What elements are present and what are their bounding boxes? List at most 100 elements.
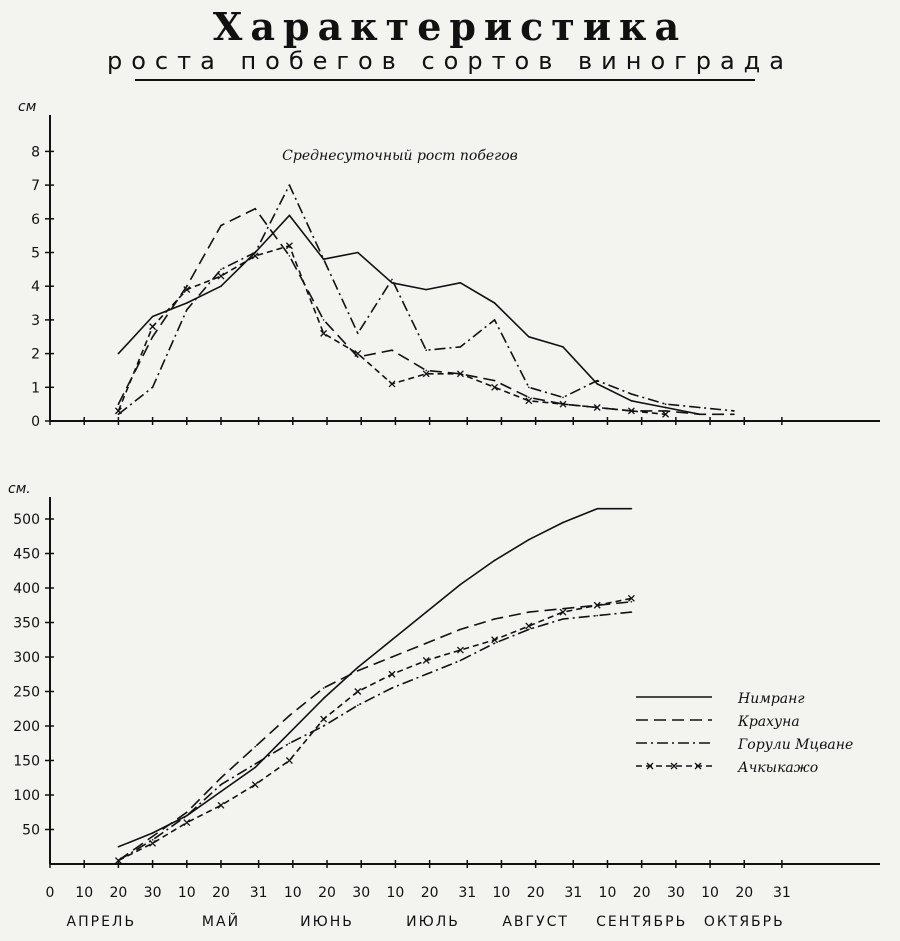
x-tick-label: 10	[599, 885, 617, 901]
legend-marker	[694, 762, 702, 770]
data-point	[254, 763, 256, 765]
y-axis-label: см	[18, 99, 37, 115]
y-tick-label: 1	[31, 380, 40, 396]
data-point	[562, 346, 564, 348]
data-point	[288, 255, 291, 257]
y-tick-label: 50	[22, 823, 40, 839]
data-point	[596, 507, 598, 510]
data-point	[322, 319, 325, 321]
series-line-4	[118, 597, 632, 862]
x-tick-label: 30	[667, 885, 685, 901]
y-axis-label: см.	[8, 481, 31, 497]
y-tick-label: 400	[13, 581, 40, 597]
chart-title: Среднесуточный рост побегов	[282, 148, 518, 164]
x-tick-label: 31	[250, 885, 268, 901]
data-point	[391, 687, 393, 689]
data-point	[596, 383, 598, 385]
data-point	[391, 638, 393, 641]
data-point	[425, 288, 428, 291]
data-point	[117, 352, 120, 355]
legend-marker	[646, 762, 654, 770]
data-point	[183, 286, 191, 294]
data-point	[149, 323, 157, 331]
series-line-3	[117, 184, 735, 415]
data-point	[733, 413, 735, 416]
data-point	[322, 258, 325, 261]
data-point	[114, 407, 122, 415]
x-tick-label: 20	[527, 885, 545, 901]
page-subtitle: роста побегов сортов винограда	[107, 47, 793, 75]
y-tick-label: 500	[13, 512, 40, 528]
x-tick-label: 31	[773, 885, 791, 901]
data-point	[117, 403, 120, 405]
data-point	[664, 410, 667, 412]
data-point	[117, 845, 120, 848]
data-point	[254, 766, 256, 769]
data-point	[322, 725, 325, 727]
data-point	[528, 611, 530, 613]
data-point	[220, 285, 222, 288]
data-point	[220, 224, 222, 227]
data-point	[559, 608, 567, 616]
data-point	[425, 369, 428, 372]
data-point	[288, 184, 291, 186]
chart-panel-1: 50 100 150 200 250 300 350 400 450 500 см.	[8, 481, 880, 868]
x-tick-label: 20	[109, 885, 127, 901]
series-line-2	[117, 601, 632, 862]
data-point	[254, 745, 256, 748]
data-point	[528, 386, 530, 389]
data-point	[699, 406, 701, 409]
data-point	[422, 656, 430, 664]
y-tick-label: 8	[31, 144, 40, 160]
y-tick-label: 350	[13, 616, 40, 632]
data-point	[630, 611, 633, 613]
data-point	[562, 396, 564, 399]
legend-label: Ачкыкажо	[737, 760, 818, 776]
data-point	[149, 839, 157, 847]
series-line-1	[118, 507, 632, 848]
x-tick-label: 10	[75, 885, 93, 901]
x-tick-label: 10	[701, 885, 719, 901]
chart-panel-0: 0 1 2 3 4 5 6 7 8 см	[18, 99, 880, 430]
data-point	[151, 315, 154, 318]
data-point	[630, 399, 633, 402]
data-point	[357, 251, 359, 254]
data-point	[357, 356, 359, 358]
data-point	[425, 349, 428, 352]
data-point	[493, 642, 496, 644]
series-line-4	[117, 245, 666, 416]
data-point	[357, 666, 359, 669]
data-point	[491, 636, 499, 644]
data-point	[593, 601, 601, 609]
data-point	[320, 329, 328, 337]
x-tick-label: 30	[144, 885, 162, 901]
data-point	[459, 282, 462, 284]
data-point	[357, 670, 359, 672]
data-point	[388, 670, 396, 678]
data-point	[493, 379, 496, 382]
series-line-2	[117, 207, 734, 416]
x-tick-label: 10	[178, 885, 196, 901]
data-point	[562, 607, 564, 610]
page-title: Характеристика	[212, 4, 688, 49]
y-tick-label: 6	[31, 212, 40, 228]
data-point	[528, 628, 530, 631]
data-point	[220, 268, 222, 271]
data-point	[391, 656, 393, 658]
legend-label: Кpахуна	[737, 714, 800, 730]
data-point	[664, 403, 667, 405]
y-tick-label: 4	[31, 279, 40, 295]
data-point	[114, 857, 122, 865]
data-point	[220, 776, 222, 779]
data-point	[220, 790, 222, 793]
x-tick-label: 20	[633, 885, 651, 901]
data-point	[662, 410, 670, 418]
x-tick-label: 10	[493, 885, 511, 901]
data-point	[596, 379, 598, 382]
data-point	[456, 646, 464, 654]
data-point	[186, 814, 188, 817]
data-point	[593, 404, 601, 411]
data-point	[562, 521, 564, 524]
data-point	[251, 252, 259, 260]
month-label: ИЮЛЬ	[406, 914, 460, 930]
